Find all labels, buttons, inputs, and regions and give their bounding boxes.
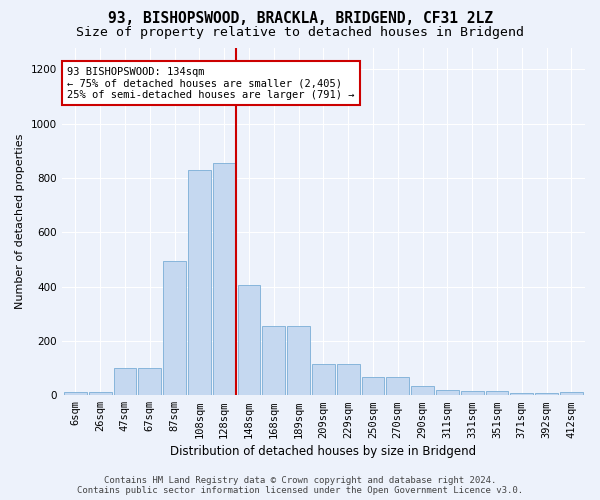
Bar	[461, 391, 484, 395]
Bar	[337, 364, 359, 395]
Text: Contains HM Land Registry data © Crown copyright and database right 2024.
Contai: Contains HM Land Registry data © Crown c…	[77, 476, 523, 495]
Bar	[362, 376, 385, 395]
Bar	[287, 326, 310, 395]
Bar	[89, 392, 112, 395]
Bar	[262, 326, 285, 395]
Bar	[213, 163, 236, 395]
Text: Size of property relative to detached houses in Bridgend: Size of property relative to detached ho…	[76, 26, 524, 39]
Text: 93 BISHOPSWOOD: 134sqm
← 75% of detached houses are smaller (2,405)
25% of semi-: 93 BISHOPSWOOD: 134sqm ← 75% of detached…	[67, 66, 355, 100]
X-axis label: Distribution of detached houses by size in Bridgend: Distribution of detached houses by size …	[170, 444, 476, 458]
Bar	[485, 391, 508, 395]
Bar	[188, 170, 211, 395]
Bar	[163, 260, 186, 395]
Text: 93, BISHOPSWOOD, BRACKLA, BRIDGEND, CF31 2LZ: 93, BISHOPSWOOD, BRACKLA, BRIDGEND, CF31…	[107, 11, 493, 26]
Bar	[312, 364, 335, 395]
Bar	[386, 376, 409, 395]
Bar	[436, 390, 459, 395]
Bar	[113, 368, 136, 395]
Bar	[560, 392, 583, 395]
Bar	[238, 285, 260, 395]
Bar	[511, 393, 533, 395]
Bar	[139, 368, 161, 395]
Y-axis label: Number of detached properties: Number of detached properties	[15, 134, 25, 309]
Bar	[535, 393, 558, 395]
Bar	[64, 392, 87, 395]
Bar	[411, 386, 434, 395]
